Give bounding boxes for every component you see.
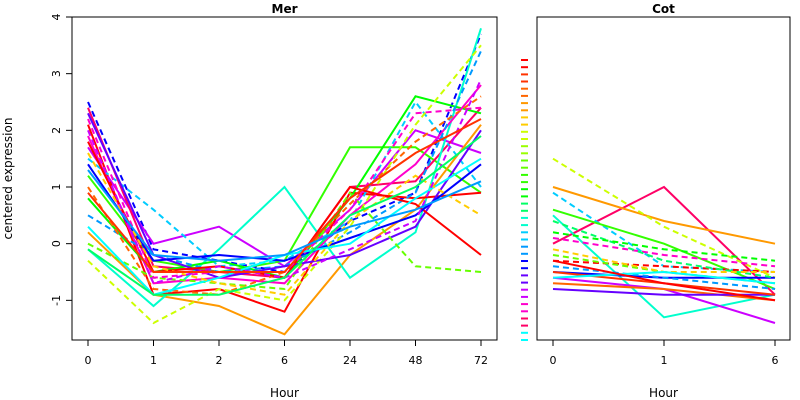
y-tick-label: 1 [50, 184, 63, 191]
x-tick-label: 72 [474, 354, 488, 367]
x-axis-title-mer: Hour [270, 386, 299, 400]
y-tick-label: 4 [50, 14, 63, 21]
y-axis: -1 0 1 2 3 4 [50, 14, 73, 306]
series-lines-cot [552, 157, 776, 324]
series-line-cot-2 [552, 186, 776, 245]
series-line-mer-12 [87, 95, 482, 296]
series-line-mer-6 [87, 27, 482, 308]
color-key [521, 59, 528, 341]
series-line-cot-12 [552, 282, 776, 302]
series-line-mer-23 [87, 135, 482, 296]
x-tick-label: 48 [409, 354, 423, 367]
series-line-cot-14 [552, 265, 776, 290]
panel-title-mer: Mer [272, 2, 298, 16]
series-line-cot-8 [552, 259, 776, 273]
x-tick-label: 6 [772, 354, 779, 367]
series-line-cot-3 [552, 157, 776, 279]
panel-cot: Cot 0 1 6 Hour [536, 2, 791, 400]
series-line-mer-10 [87, 84, 482, 285]
y-axis-title: centered expression [1, 118, 15, 240]
x-tick-label: 1 [661, 354, 668, 367]
series-line-cot-13 [552, 220, 776, 279]
x-tick-label: 24 [343, 354, 357, 367]
series-line-cot-5 [552, 214, 776, 319]
series-lines-mer [87, 27, 482, 336]
x-axis-mer: 0 1 2 6 24 48 72 [85, 340, 488, 367]
y-tick-label: 0 [50, 240, 63, 247]
series-line-cot-20 [552, 259, 776, 302]
series-line-cot-10 [552, 237, 776, 268]
y-tick-label: 3 [50, 70, 63, 77]
panel-mer: Mer -1 0 1 2 3 4 0 1 2 6 24 48 72 Hour [50, 2, 498, 400]
y-tick-label: 2 [50, 127, 63, 134]
x-tick-label: 0 [85, 354, 92, 367]
y-tick-label: -1 [50, 295, 63, 306]
series-line-cot-1 [552, 185, 776, 296]
series-line-cot-6 [552, 208, 776, 290]
series-line-cot-19 [552, 270, 776, 285]
panel-title-cot: Cot [652, 2, 675, 16]
x-tick-label: 1 [150, 354, 157, 367]
x-axis-title-cot: Hour [649, 386, 678, 400]
x-tick-label: 0 [550, 354, 557, 367]
series-line-mer-17 [87, 163, 482, 262]
series-line-mer-24 [87, 169, 482, 262]
x-axis-cot: 0 1 6 [550, 340, 779, 367]
series-line-cot-18 [552, 231, 776, 262]
x-tick-label: 2 [216, 354, 223, 367]
series-line-mer-22 [87, 118, 482, 273]
x-tick-label: 6 [281, 354, 288, 367]
series-line-mer-13 [87, 44, 482, 325]
series-line-mer-20 [87, 152, 482, 296]
